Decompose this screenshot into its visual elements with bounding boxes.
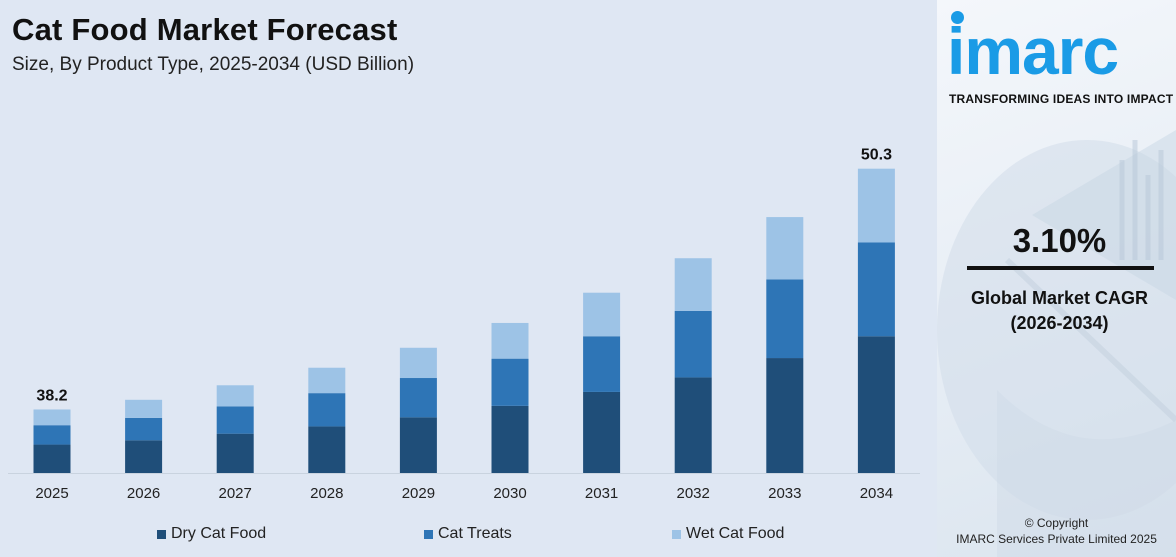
chart-legend: Dry Cat Food Cat Treats Wet Cat Food [0,525,937,545]
chart-plot: 2025 38.2 2026 2027 2028 2029 2030 2031 2032 2033… [8,147,920,502]
bar-cat-treats-2030 [491,358,529,406]
logo-dot [951,11,964,24]
chart-panel: Cat Food Market Forecast Size, By Produc… [0,12,937,545]
bar-cat-treats-2025 [33,425,71,445]
legend-swatch-dry-cat-food [157,529,166,539]
bar-wet-cat-food-2027 [216,385,254,407]
x-tick-label-2033: 2033 [768,485,801,502]
bar-dry-cat-food-2029 [399,417,437,473]
bar-dry-cat-food-2033 [766,358,804,473]
x-tick-label-2028: 2028 [310,485,343,502]
legend-swatch-cat-treats [424,529,433,539]
cagr-label-line1: Global Market CAGR [970,288,1149,308]
bar-wet-cat-food-2030 [491,322,529,359]
bar-dry-cat-food-2025 [33,444,71,473]
copyright-line2: IMARC Services Private Limited 2025 [956,532,1157,546]
bar-dry-cat-food-2028 [308,426,346,473]
bar-dry-cat-food-2032 [674,377,712,473]
cagr-value: 3.10% [1012,222,1107,259]
bar-wet-cat-food-2032 [674,258,712,311]
x-tick-label-2031: 2031 [585,485,618,502]
x-tick-label-2025: 2025 [35,485,68,502]
bar-cat-treats-2031 [583,336,621,392]
chart-subtitle: Size, By Product Type, 2025-2034 (USD Bi… [12,54,415,75]
background-chart-graphic [937,130,1176,557]
bar-wet-cat-food-2026 [125,399,163,418]
legend-label-dry-cat-food: Dry Cat Food [171,525,267,542]
bar-wet-cat-food-2033 [766,217,804,280]
x-tick-label-2030: 2030 [493,485,526,502]
x-tick-label-2032: 2032 [677,485,710,502]
legend-label-cat-treats: Cat Treats [438,525,512,542]
side-panel: imarc TRANSFORMING IDEAS INTO IMPACT 3.1… [937,0,1176,557]
x-tick-label-2026: 2026 [127,485,160,502]
bar-cat-treats-2034 [857,242,895,337]
copyright-line1: © Copyright [1024,516,1089,530]
bar-cat-treats-2033 [766,279,804,359]
bar-dry-cat-food-2027 [216,433,254,473]
chart-title: Cat Food Market Forecast [12,12,398,47]
bar-dry-cat-food-2026 [125,440,163,473]
bar-dry-cat-food-2031 [583,391,621,473]
cagr-divider [967,266,1154,270]
cagr-label: Global Market CAGR (2026-2034) [937,286,1176,336]
bar-cat-treats-2027 [216,406,254,434]
x-tick-label-2034: 2034 [860,485,893,502]
bar-cat-treats-2032 [674,310,712,378]
data-label-2025: 38.2 [36,387,67,404]
legend-swatch-wet-cat-food [672,529,681,539]
data-label-2034: 50.3 [861,147,892,164]
legend-item-wet-cat-food: Wet Cat Food [672,525,784,543]
bar-dry-cat-food-2030 [491,405,529,473]
copyright: © Copyright IMARC Services Private Limit… [937,515,1176,547]
legend-item-cat-treats: Cat Treats [424,525,512,543]
imarc-logo: imarc [947,14,1119,88]
bar-dry-cat-food-2034 [857,336,895,473]
bar-wet-cat-food-2029 [399,347,437,379]
bar-cat-treats-2026 [125,417,163,441]
legend-item-dry-cat-food: Dry Cat Food [157,525,266,543]
x-tick-label-2029: 2029 [402,485,435,502]
bar-wet-cat-food-2031 [583,292,621,337]
x-tick-label-2027: 2027 [219,485,252,502]
bar-cat-treats-2029 [399,378,437,418]
legend-label-wet-cat-food: Wet Cat Food [686,525,785,542]
bar-wet-cat-food-2028 [308,367,346,394]
logo-tagline: TRANSFORMING IDEAS INTO IMPACT [949,92,1174,106]
bar-wet-cat-food-2025 [33,409,71,426]
cagr-label-line2: (2026-2034) [1010,313,1109,333]
bar-cat-treats-2028 [308,393,346,427]
bar-wet-cat-food-2034 [857,168,895,243]
